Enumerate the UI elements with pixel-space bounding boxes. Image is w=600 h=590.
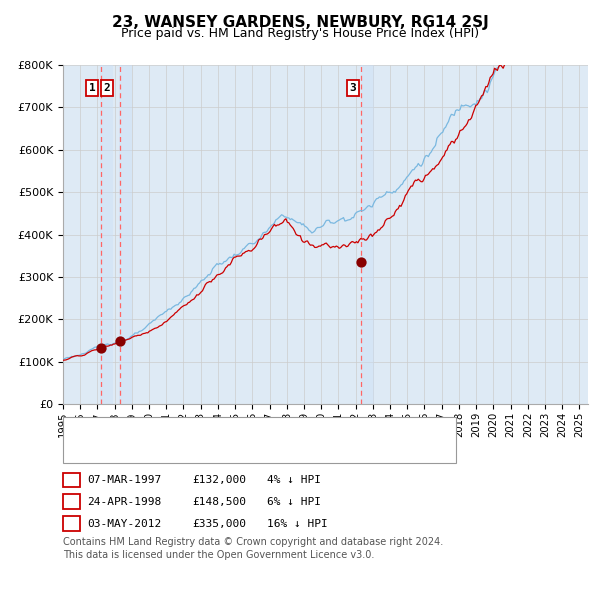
Text: ———: ——— xyxy=(74,423,111,436)
Text: This data is licensed under the Open Government Licence v3.0.: This data is licensed under the Open Gov… xyxy=(63,550,374,560)
Text: 3: 3 xyxy=(350,83,356,93)
Text: 16% ↓ HPI: 16% ↓ HPI xyxy=(267,519,328,529)
Text: 03-MAY-2012: 03-MAY-2012 xyxy=(87,519,161,529)
Text: £335,000: £335,000 xyxy=(192,519,246,529)
Text: Contains HM Land Registry data © Crown copyright and database right 2024.: Contains HM Land Registry data © Crown c… xyxy=(63,537,443,548)
Point xyxy=(96,343,106,353)
Text: ———: ——— xyxy=(74,444,111,457)
Text: 23, WANSEY GARDENS, NEWBURY, RG14 2SJ (detached house): 23, WANSEY GARDENS, NEWBURY, RG14 2SJ (d… xyxy=(102,425,452,435)
Bar xyxy=(119,65,132,404)
Bar xyxy=(361,65,374,404)
Bar xyxy=(100,65,113,404)
Text: 24-APR-1998: 24-APR-1998 xyxy=(87,497,161,507)
Text: £148,500: £148,500 xyxy=(192,497,246,507)
Text: 2: 2 xyxy=(104,83,110,93)
Text: 23, WANSEY GARDENS, NEWBURY, RG14 2SJ: 23, WANSEY GARDENS, NEWBURY, RG14 2SJ xyxy=(112,15,488,30)
Text: £132,000: £132,000 xyxy=(192,475,246,485)
Point xyxy=(356,257,366,267)
Point xyxy=(115,336,125,346)
Text: 1: 1 xyxy=(68,475,75,485)
Text: 2: 2 xyxy=(68,497,75,507)
Text: 1: 1 xyxy=(89,83,95,93)
Text: 6% ↓ HPI: 6% ↓ HPI xyxy=(267,497,321,507)
Text: 07-MAR-1997: 07-MAR-1997 xyxy=(87,475,161,485)
Text: 4% ↓ HPI: 4% ↓ HPI xyxy=(267,475,321,485)
Text: HPI: Average price, detached house, West Berkshire: HPI: Average price, detached house, West… xyxy=(102,445,392,455)
Text: 3: 3 xyxy=(68,519,75,529)
Text: Price paid vs. HM Land Registry's House Price Index (HPI): Price paid vs. HM Land Registry's House … xyxy=(121,27,479,40)
